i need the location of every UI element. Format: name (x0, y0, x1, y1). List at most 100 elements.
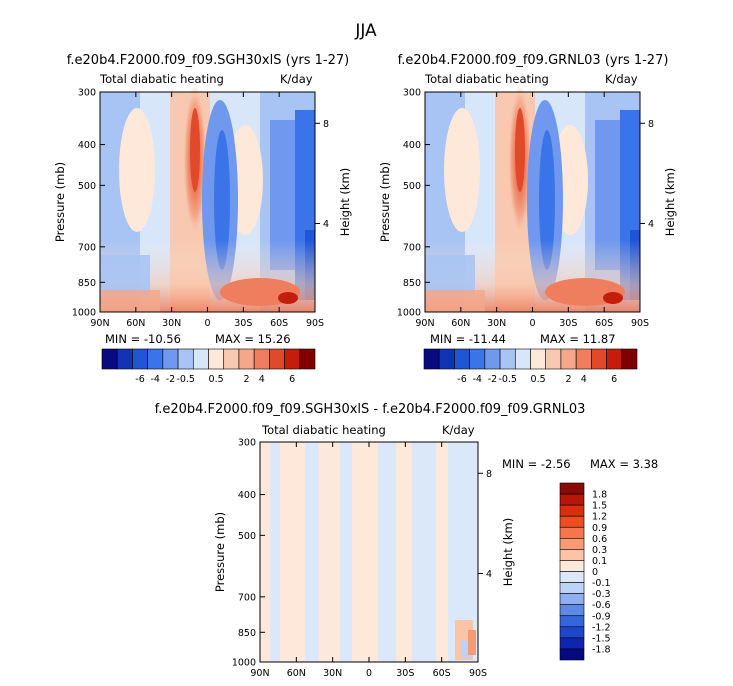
colorbar-label: 2 (244, 374, 250, 385)
colorbar-swatch (116, 348, 133, 370)
colorbar-swatch (591, 348, 607, 370)
x-tick-label: 60N (287, 668, 306, 679)
colorbar-swatch (560, 348, 577, 370)
colorbar-label: 1.2 (592, 512, 607, 523)
colorbar-label: 0.3 (592, 545, 607, 556)
colorbar-label: -0.9 (592, 611, 611, 622)
colorbar-swatch (147, 348, 164, 370)
colorbar-label: 0.5 (209, 374, 224, 385)
colorbar-swatch (284, 348, 301, 370)
x-tick-label: 90S (306, 318, 324, 329)
colorbar-label: 1.8 (592, 490, 607, 501)
x-tick-label: 90N (415, 318, 434, 329)
colorbar-swatch (299, 348, 316, 370)
x-tick-label: 90N (250, 668, 269, 679)
y2-tick-label: 8 (486, 469, 492, 480)
variable-label: Total diabatic heating (261, 423, 386, 437)
heatmap-field (425, 85, 640, 312)
x-tick-label: 60N (451, 318, 470, 329)
colorbar-swatch (559, 637, 585, 650)
colorbar-swatch (454, 348, 470, 370)
colorbar-swatch (559, 538, 585, 550)
x-tick-label: 60N (126, 318, 145, 329)
units-label: K/day (442, 423, 475, 437)
y-tick-label: 850 (78, 278, 96, 289)
y2-tick-label: 8 (323, 119, 329, 130)
panel-title: f.e20b4.F2000.f09_f09.SGH30xlS (yrs 1-27… (67, 53, 349, 68)
colorbar-label: 0.6 (592, 534, 607, 545)
y2-tick-label: 4 (323, 219, 329, 230)
colorbar-label: -4 (473, 374, 482, 385)
y-tick-label: 500 (78, 181, 96, 192)
colorbar-label: -1.2 (592, 622, 611, 633)
colorbar-swatch (559, 648, 585, 661)
y-tick-label: 850 (238, 628, 256, 639)
colorbar-swatch (559, 504, 585, 517)
colorbar-label: -0.5 (498, 374, 517, 385)
colorbar-swatch (621, 348, 638, 370)
y-tick-label: 400 (238, 490, 256, 501)
x-tick-label: 30S (559, 318, 577, 329)
y-tick-label: 700 (78, 242, 96, 253)
colorbar-label: -2 (166, 374, 175, 385)
colorbar-swatch (469, 348, 486, 370)
colorbar-label: -4 (151, 374, 160, 385)
y-tick-label: 700 (403, 242, 421, 253)
x-tick-label: 30S (234, 318, 252, 329)
colorbar-swatch (499, 348, 516, 370)
panel-title: f.e20b4.F2000.f09_f09.GRNL03 (yrs 1-27) (398, 53, 669, 68)
y-tick-label: 400 (403, 140, 421, 151)
colorbar-label: 0 (592, 567, 598, 578)
max-label: MAX = 15.26 (215, 332, 291, 346)
colorbar-label: -6 (457, 374, 466, 385)
colorbar-label: 4 (581, 374, 587, 385)
colorbar-label: -1.8 (592, 644, 611, 655)
colorbar-label: 0.5 (531, 374, 546, 385)
heatmap-field (100, 85, 315, 312)
x-tick-label: 0 (204, 318, 210, 329)
colorbar-swatch (559, 493, 585, 506)
variable-label: Total diabatic heating (99, 72, 224, 86)
colorbar-label: 0.9 (592, 523, 607, 534)
colorbar-swatch (559, 626, 585, 639)
colorbar-label: -1.5 (592, 633, 611, 644)
x-tick-label: 30S (396, 668, 414, 679)
y2-axis-label: Height (km) (338, 168, 352, 237)
colorbar-swatch (559, 482, 585, 495)
y-tick-label: 300 (78, 88, 96, 99)
colorbar-swatch (269, 348, 285, 370)
colorbar-swatch (514, 348, 531, 370)
colorbar: 1.81.51.20.90.60.30.10-0.1-0.3-0.6-0.9-1… (559, 482, 611, 661)
heatmap-field (260, 442, 478, 662)
colorbar-swatch (545, 348, 562, 370)
max-label: MAX = 11.87 (540, 332, 616, 346)
y-axis-label: Pressure (mb) (53, 162, 67, 242)
y2-tick-label: 4 (486, 569, 492, 580)
min-label: MIN = -11.44 (430, 332, 506, 346)
x-tick-label: 30N (487, 318, 506, 329)
colorbar-label: 0.1 (592, 556, 607, 567)
colorbar-swatch (559, 571, 585, 583)
y2-tick-label: 8 (648, 119, 654, 130)
colorbar-swatch (238, 348, 255, 370)
colorbar-swatch (559, 582, 585, 594)
page-title: JJA (354, 21, 377, 41)
colorbar-swatch (438, 348, 455, 370)
colorbar-swatch (132, 348, 148, 370)
y-tick-label: 700 (238, 592, 256, 603)
colorbar-swatch (530, 348, 547, 370)
colorbar-label: 6 (289, 374, 295, 385)
panel-grnl03: f.e20b4.F2000.f09_f09.GRNL03 (yrs 1-27) … (398, 53, 669, 312)
x-tick-label: 60S (270, 318, 288, 329)
min-label: MIN = -10.56 (105, 332, 181, 346)
y-tick-label: 400 (78, 140, 96, 151)
colorbar-swatch (559, 515, 585, 528)
colorbar-swatch (575, 348, 592, 370)
colorbar-label: 6 (611, 374, 617, 385)
panel-sgh30xls: f.e20b4.F2000.f09_f09.SGH30xlS (yrs 1-27… (67, 53, 349, 312)
y-tick-label: 1000 (397, 308, 421, 319)
colorbar-label: -0.6 (592, 600, 611, 611)
